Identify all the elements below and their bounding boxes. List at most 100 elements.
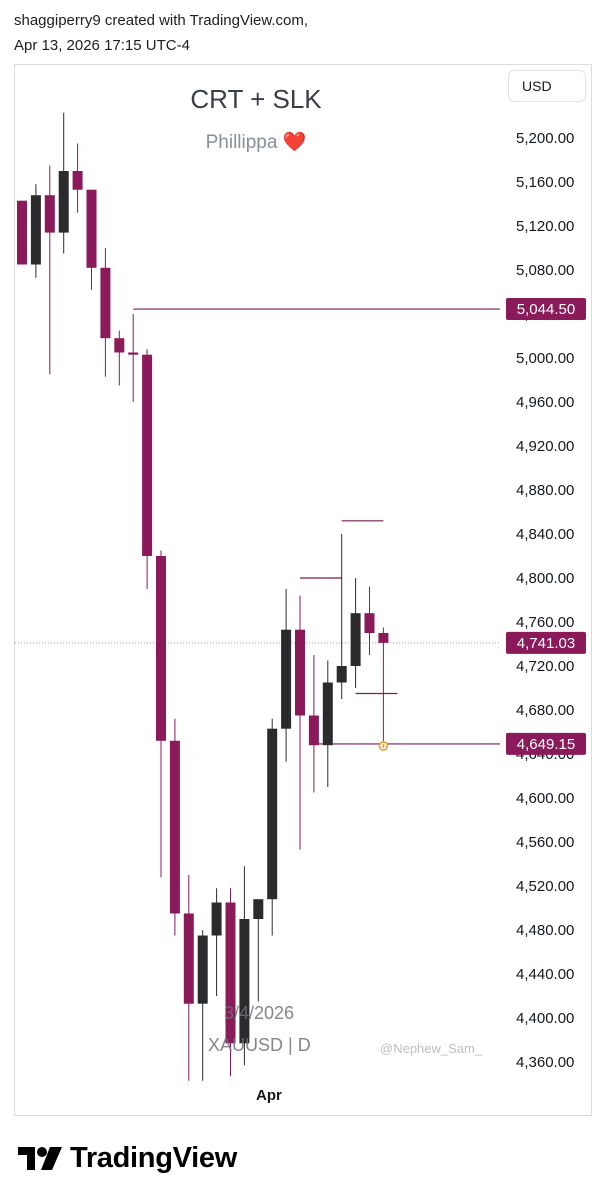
subtitle-text: Phillippa bbox=[205, 132, 278, 153]
price-tag-label: 5,044.50 bbox=[517, 301, 575, 318]
candle-4 bbox=[72, 143, 83, 213]
candle-body bbox=[364, 613, 375, 633]
y-tick-label: 5,000.00 bbox=[516, 350, 574, 367]
price-tag-label: 4,649.15 bbox=[517, 736, 575, 753]
candle-body bbox=[239, 919, 250, 1044]
candle-12 bbox=[183, 875, 194, 1081]
candle-body bbox=[17, 200, 27, 265]
watermark-handle: @Nephew_Sam_ bbox=[380, 1041, 483, 1056]
candle-body bbox=[128, 352, 139, 355]
candle-3 bbox=[58, 112, 69, 254]
price-tag-1: 4,741.03 bbox=[506, 631, 586, 654]
author-line: shaggiperry9 created with TradingView.co… bbox=[14, 12, 309, 29]
candles-layer bbox=[17, 112, 389, 1081]
chart-title: CRT + SLK bbox=[190, 84, 322, 114]
candle-body bbox=[378, 633, 389, 643]
candle-body bbox=[100, 267, 111, 339]
candle-21 bbox=[308, 655, 319, 793]
y-tick-label: 4,880.00 bbox=[516, 482, 574, 499]
candle-body bbox=[169, 740, 180, 914]
y-tick-label: 4,800.00 bbox=[516, 570, 574, 587]
candle-body bbox=[44, 195, 55, 233]
candlestick-chart[interactable]: 5,200.005,160.005,120.005,080.005,040.00… bbox=[0, 0, 608, 1120]
tradingview-logo[interactable]: TradingView bbox=[16, 1140, 237, 1176]
candle-26 bbox=[378, 627, 389, 744]
watermark-symbol: XAUUSD | D bbox=[208, 1035, 311, 1055]
y-tick-label: 4,440.00 bbox=[516, 966, 574, 983]
candle-body bbox=[336, 666, 347, 683]
price-tag-bg bbox=[506, 298, 586, 321]
price-tag-bg bbox=[506, 732, 586, 755]
candle-6 bbox=[100, 248, 111, 377]
candle-body bbox=[350, 613, 361, 666]
y-tick-label: 4,480.00 bbox=[516, 922, 574, 939]
y-tick-label: 4,560.00 bbox=[516, 834, 574, 851]
y-tick-label: 5,160.00 bbox=[516, 174, 574, 191]
price-tag-bg bbox=[506, 631, 586, 654]
candle-22 bbox=[322, 660, 333, 787]
candle-14 bbox=[211, 888, 222, 996]
y-tick-label: 5,120.00 bbox=[516, 218, 574, 235]
candle-5 bbox=[86, 189, 97, 290]
candle-body bbox=[156, 556, 166, 741]
candle-2 bbox=[44, 165, 55, 375]
heart-icon: ❤️ bbox=[282, 132, 307, 153]
candle-body bbox=[295, 629, 305, 716]
candle-13 bbox=[197, 930, 208, 1081]
candle-body bbox=[183, 913, 194, 1004]
candle-body bbox=[30, 195, 41, 265]
price-markers: 5,044.50 4,741.03 4,649.15 bbox=[506, 298, 586, 755]
low-marker-icon bbox=[378, 741, 389, 751]
candle-body bbox=[58, 171, 69, 233]
candle-24 bbox=[350, 578, 361, 688]
candle-body bbox=[253, 899, 264, 919]
y-tick-label: 4,840.00 bbox=[516, 526, 574, 543]
candle-body bbox=[142, 354, 153, 556]
levels-layer bbox=[15, 308, 500, 745]
y-tick-label: 4,520.00 bbox=[516, 878, 574, 895]
y-tick-label: 4,400.00 bbox=[516, 1010, 574, 1027]
y-tick-label: 4,960.00 bbox=[516, 394, 574, 411]
candle-9 bbox=[142, 349, 153, 589]
price-tag-2: 4,649.15 bbox=[506, 732, 586, 755]
snapshot-date: Apr 13, 2026 17:15 UTC-4 bbox=[14, 37, 190, 54]
candle-body bbox=[197, 935, 208, 1004]
y-tick-label: 4,680.00 bbox=[516, 702, 574, 719]
currency-selector[interactable]: USD bbox=[508, 70, 586, 102]
candle-16 bbox=[239, 866, 250, 1066]
candle-body bbox=[225, 902, 236, 1044]
candle-23 bbox=[336, 534, 347, 699]
candle-18 bbox=[267, 718, 278, 936]
candle-body bbox=[86, 189, 97, 268]
candle-15 bbox=[225, 888, 236, 1077]
y-tick-label: 4,760.00 bbox=[516, 614, 574, 631]
candle-body bbox=[114, 338, 125, 353]
candle-body bbox=[72, 171, 83, 190]
candle-body bbox=[281, 629, 292, 729]
tradingview-logo-icon bbox=[18, 1147, 62, 1170]
candle-11 bbox=[169, 718, 180, 936]
candle-body bbox=[322, 682, 333, 746]
tradingview-wordmark: TradingView bbox=[70, 1141, 237, 1174]
price-tag-label: 4,741.03 bbox=[517, 635, 575, 652]
candle-17 bbox=[253, 899, 264, 1002]
y-tick-label: 4,600.00 bbox=[516, 790, 574, 807]
candle-body bbox=[267, 728, 278, 900]
y-tick-label: 4,360.00 bbox=[516, 1054, 574, 1071]
candle-19 bbox=[281, 589, 292, 762]
chart-frame bbox=[14, 64, 592, 1116]
watermark-date: 3/4/2026 bbox=[224, 1003, 295, 1023]
candle-body bbox=[308, 715, 319, 746]
y-tick-label: 5,200.00 bbox=[516, 130, 574, 147]
x-axis-label-apr: Apr bbox=[256, 1087, 282, 1104]
price-axis: 5,200.005,160.005,120.005,080.005,040.00… bbox=[516, 130, 574, 1071]
y-tick-label: 4,920.00 bbox=[516, 438, 574, 455]
y-tick-label: 4,720.00 bbox=[516, 658, 574, 675]
candle-8 bbox=[128, 314, 139, 402]
candle-body bbox=[211, 902, 222, 936]
candle-10 bbox=[156, 550, 166, 878]
candle-1 bbox=[30, 184, 41, 278]
price-tag-0: 5,044.50 bbox=[506, 298, 586, 321]
candle-20 bbox=[295, 595, 305, 850]
candle-7 bbox=[114, 330, 125, 386]
